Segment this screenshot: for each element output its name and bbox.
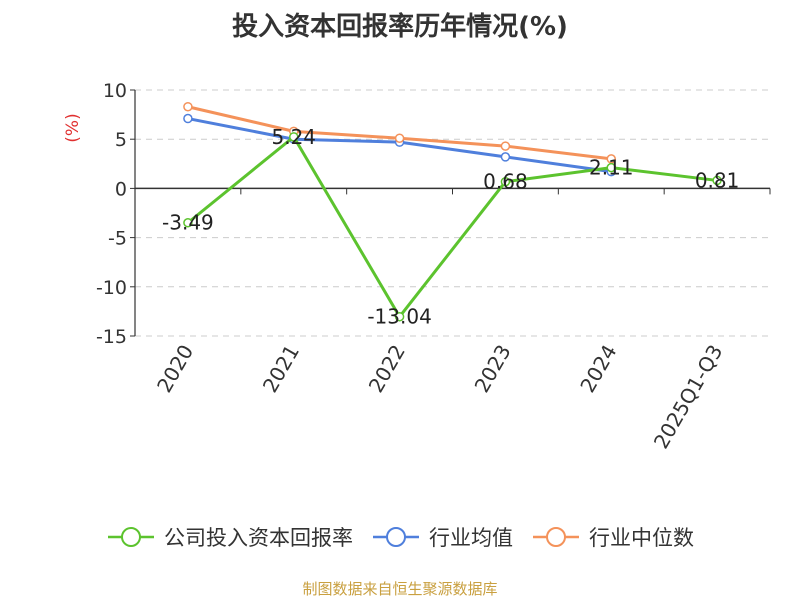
legend-label: 行业中位数 [589, 526, 694, 550]
y-axis-label: (%) [63, 113, 83, 142]
data-label: 2.11 [589, 156, 634, 180]
data-label: 0.68 [483, 170, 528, 194]
y-tick-label: 0 [115, 178, 127, 200]
data-point [183, 113, 193, 124]
series-line [187, 105, 612, 161]
legend-item[interactable]: 行业均值 [371, 522, 513, 552]
series-layer [183, 101, 722, 322]
y-tick-label: 10 [103, 80, 127, 102]
data-label: -3.49 [162, 211, 214, 235]
source-note: 制图数据来自恒生聚源数据库 [302, 580, 498, 598]
y-tick-label: -5 [108, 228, 127, 250]
grid-layer [135, 89, 770, 337]
legend-item[interactable]: 公司投入资本回报率 [106, 522, 353, 552]
data-label: 5.24 [271, 125, 316, 149]
x-tick-label: 2024 [575, 341, 621, 397]
data-point [606, 162, 616, 173]
data-point [289, 132, 299, 142]
legend-swatch [373, 527, 419, 547]
data-point [712, 175, 722, 186]
data-point [500, 152, 511, 162]
label-layer: -3.49 5.24 -13.04 0.68 2.11 0.81 [162, 125, 739, 329]
data-point [394, 311, 405, 322]
x-tick-label: 2021 [258, 341, 304, 397]
legend-label: 行业均值 [429, 526, 513, 550]
y-tick-label: -10 [96, 277, 127, 299]
data-label: -13.04 [367, 305, 431, 329]
data-point [183, 217, 193, 228]
data-point [606, 154, 616, 164]
series-line [186, 134, 718, 320]
legend-label: 公司投入资本回报率 [164, 526, 353, 550]
data-label: 0.81 [695, 168, 740, 192]
chart-title: 投入资本回报率历年情况(%) [232, 12, 568, 42]
axis-layer: 10 5 0 -5 -10 -15 2020 2021 2022 2023 2024 2025Q1-Q… [96, 80, 771, 453]
legend-swatch [533, 527, 579, 547]
data-point [500, 141, 511, 151]
x-tick-label: 2025Q1-Q3 [649, 341, 728, 453]
legend-swatch [108, 527, 154, 547]
data-point [183, 101, 193, 112]
x-tick-label: 2022 [364, 341, 410, 397]
x-tick-label: 2020 [152, 341, 198, 397]
y-tick-label: -15 [96, 326, 127, 348]
x-tick-label: 2023 [470, 341, 516, 397]
y-tick-label: 5 [115, 129, 127, 151]
data-point [394, 133, 405, 143]
legend: 公司投入资本回报率 行业均值 行业中位数 [0, 520, 800, 554]
data-point [500, 176, 511, 187]
legend-item[interactable]: 行业中位数 [531, 522, 694, 552]
